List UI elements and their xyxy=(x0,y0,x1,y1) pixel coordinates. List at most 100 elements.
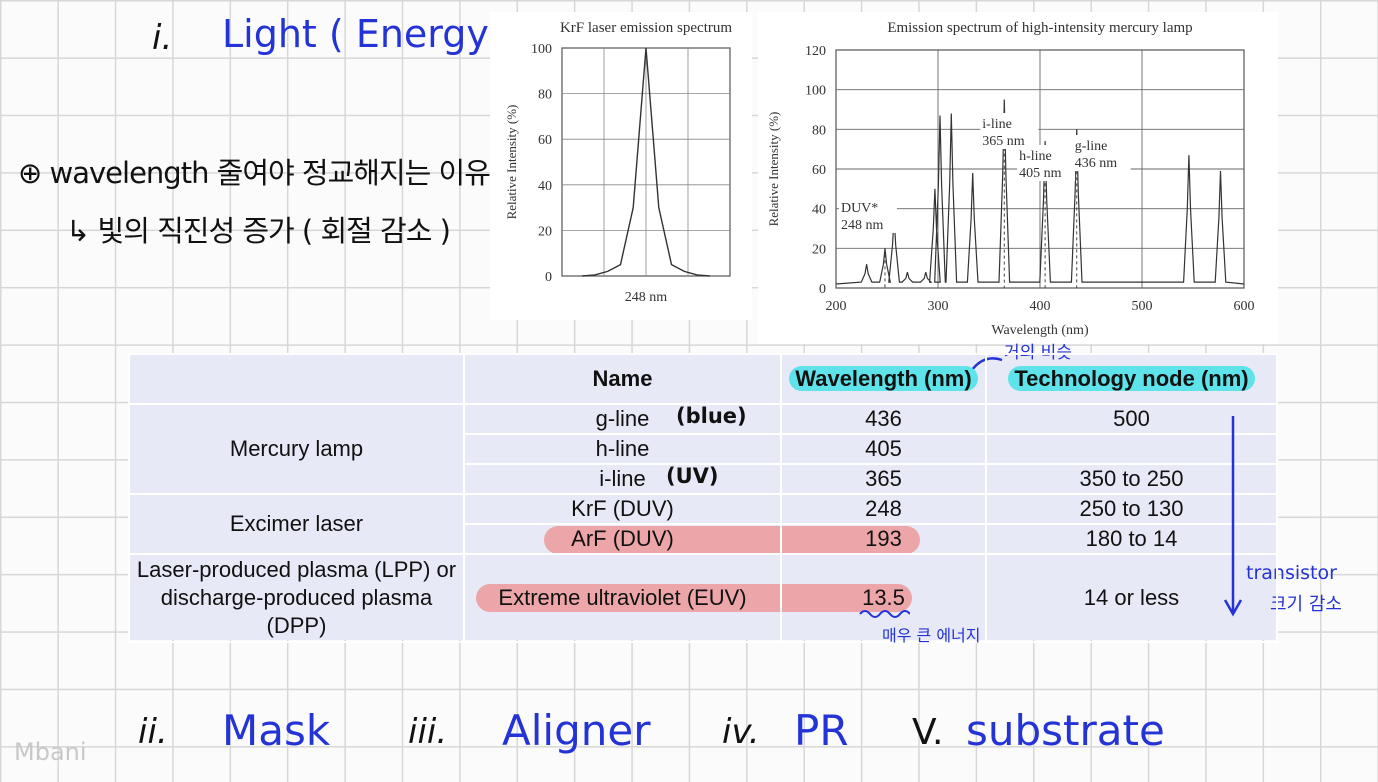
row-name: ArF (DUV) xyxy=(463,523,782,555)
krf-spectrum-chart: KrF laser emission spectrum 0 20 40 60 80 100 R… xyxy=(490,12,752,320)
y-tick-label: 40 xyxy=(538,179,552,194)
watermark: Mbani xyxy=(14,738,87,766)
y-tick-label: 100 xyxy=(531,42,552,57)
row-name: Extreme ultraviolet (EUV) xyxy=(463,553,782,643)
y-tick-label: 40 xyxy=(812,203,826,218)
row-wavelength: 405 xyxy=(780,433,987,465)
y-tick-label: 80 xyxy=(538,88,552,103)
y-tick-label: 60 xyxy=(812,163,826,178)
euv-name: Extreme ultraviolet (EUV) xyxy=(498,585,747,610)
annotation-bg xyxy=(1072,135,1131,171)
table-row: h-line 405 xyxy=(129,433,1278,465)
annotation-bg xyxy=(838,197,897,233)
table-header-group xyxy=(128,353,465,405)
annotation-label-2: 405 nm xyxy=(1019,166,1062,181)
table-header-node: Technology node (nm) xyxy=(985,353,1278,405)
mercury-spectrum-chart: Emission spectrum of high-intensity merc… xyxy=(758,12,1278,344)
heading-4-text: PR xyxy=(794,706,849,755)
row-node: 180 to 14 xyxy=(985,523,1278,555)
row-wavelength: 365 xyxy=(780,463,987,495)
lithography-table: Name Wavelength (nm) Technology node (nm… xyxy=(128,353,1278,643)
row-name: h-line xyxy=(463,433,782,465)
annotation-energy: 매우 큰 에너지 xyxy=(882,626,981,645)
row-node: 14 or less xyxy=(985,553,1278,643)
heading-1-text: Light ( Energy ) xyxy=(222,12,516,56)
annotation-blue: (blue) xyxy=(676,404,747,428)
krf-spectrum-svg: KrF laser emission spectrum 0 20 40 60 80 100 R… xyxy=(504,20,732,305)
row-wavelength: 193 xyxy=(780,523,987,555)
squiggle-underline-icon xyxy=(859,610,910,618)
annotation-label: h-line xyxy=(1019,149,1052,164)
table-row: ArF (DUV) 193 180 to 14 xyxy=(129,523,1278,555)
row-node: 350 to 250 xyxy=(985,463,1278,495)
y-tick-label: 100 xyxy=(805,84,826,99)
annotation-transistor-2: 크기 감소 xyxy=(1270,594,1342,615)
note-line-1: ⊕ wavelength 줄여야 정교해지는 이유 xyxy=(18,156,491,190)
x-tick-label: 400 xyxy=(1030,299,1051,314)
x-tick-label: 300 xyxy=(928,299,949,314)
heading-2-text: Mask xyxy=(222,706,331,755)
y-tick-label: 20 xyxy=(812,242,826,257)
group-excimer-laser: Excimer laser xyxy=(128,493,465,555)
row-name: i-line xyxy=(463,463,782,495)
node-header-label: Technology node (nm) xyxy=(1008,366,1255,391)
annotation-bg xyxy=(1017,145,1076,181)
euv-wavelength: 13.5 xyxy=(862,585,905,610)
annotation-label: DUV* xyxy=(841,201,878,216)
arf-wavelength: 193 xyxy=(865,526,902,551)
heading-3-marker: iii. xyxy=(408,712,448,752)
row-wavelength: 436 xyxy=(780,403,987,435)
annotation-uv: (UV) xyxy=(666,464,719,488)
group-plasma: Laser-produced plasma (LPP) or discharge… xyxy=(128,553,465,643)
annotation-label-2: 365 nm xyxy=(982,134,1025,149)
note-line-2: ↳ 빛의 직진성 증가 ( 회절 감소 ) xyxy=(66,214,451,248)
chart-title: KrF laser emission spectrum xyxy=(560,20,732,36)
y-tick-label: 120 xyxy=(805,44,826,59)
y-tick-label: 80 xyxy=(812,123,826,138)
heading-2-marker: ii. xyxy=(138,712,168,752)
annotation-label: g-line xyxy=(1075,139,1108,154)
y-tick-label: 60 xyxy=(538,133,552,148)
table-row: i-line 365 350 to 250 xyxy=(129,463,1278,495)
series-line xyxy=(582,47,710,277)
row-wavelength: 13.5 xyxy=(780,553,987,643)
series-line xyxy=(835,99,1245,285)
mercury-spectrum-svg: Emission spectrum of high-intensity merc… xyxy=(766,20,1255,338)
arf-name: ArF (DUV) xyxy=(571,526,674,551)
x-axis-label: Wavelength (nm) xyxy=(991,323,1089,338)
x-tick-label: 500 xyxy=(1132,299,1153,314)
y-axis-label: Relative Intensity (%) xyxy=(766,112,781,227)
table-row: Excimer laser KrF (DUV) 248 250 to 130 xyxy=(128,493,1278,555)
table-row: Laser-produced plasma (LPP) or discharge… xyxy=(128,553,1278,643)
row-wavelength: 248 xyxy=(780,493,987,525)
annotation-label-2: 248 nm xyxy=(841,218,884,233)
table-header-wavelength: Wavelength (nm) xyxy=(780,353,987,405)
heading-3-text: Aligner xyxy=(502,706,651,755)
heading-5-text: substrate xyxy=(966,706,1165,755)
y-tick-label: 0 xyxy=(819,282,826,297)
wavelength-header-label: Wavelength (nm) xyxy=(789,366,978,391)
row-node xyxy=(985,433,1278,465)
annotation-label-2: 436 nm xyxy=(1075,156,1118,171)
heading-4-marker: iv. xyxy=(722,712,760,752)
down-arrow-icon xyxy=(1223,416,1243,617)
y-tick-label: 20 xyxy=(538,224,552,239)
x-tick-label: 248 nm xyxy=(625,290,668,305)
y-axis-label: Relative Intensity (%) xyxy=(504,105,519,220)
row-node: 500 xyxy=(985,403,1278,435)
annotation-label: i-line xyxy=(982,117,1012,132)
row-node: 250 to 130 xyxy=(985,493,1278,525)
y-tick-label: 0 xyxy=(545,270,552,285)
table-header-name: Name xyxy=(463,353,782,405)
annotation-bg xyxy=(980,113,1039,149)
group-mercury-lamp: Mercury lamp xyxy=(128,403,465,495)
chart-title: Emission spectrum of high-intensity merc… xyxy=(887,20,1192,36)
heading-5-marker: V. xyxy=(912,712,944,753)
row-name: g-line xyxy=(463,403,782,435)
table-header-row: Name Wavelength (nm) Technology node (nm… xyxy=(128,353,1278,405)
heading-1-marker: i. xyxy=(152,18,173,58)
row-name: KrF (DUV) xyxy=(463,493,782,525)
x-tick-label: 200 xyxy=(826,299,847,314)
x-tick-label: 600 xyxy=(1234,299,1255,314)
table-row: Mercury lamp g-line 436 500 xyxy=(128,403,1278,495)
